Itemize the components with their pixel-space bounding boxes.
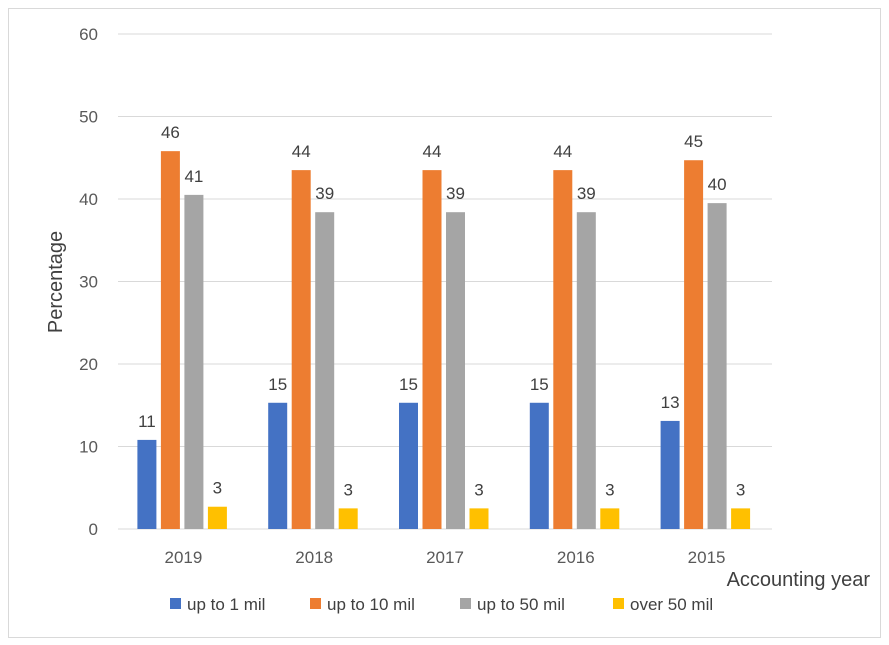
data-label: 3	[736, 480, 745, 499]
legend-label: up to 50 mil	[477, 595, 565, 614]
y-tick-label: 50	[79, 108, 98, 127]
bar	[268, 402, 288, 529]
bar	[160, 151, 180, 529]
x-tick-label: 2017	[426, 548, 464, 567]
bar	[315, 212, 335, 529]
bar	[207, 506, 227, 529]
y-tick-label: 60	[79, 25, 98, 44]
x-tick-label: 2016	[557, 548, 595, 567]
y-tick-label: 20	[79, 355, 98, 374]
x-tick-label: 2015	[688, 548, 726, 567]
bar	[684, 160, 704, 529]
data-label: 3	[343, 480, 352, 499]
legend-swatch	[613, 598, 624, 609]
bar	[731, 508, 751, 529]
bar	[184, 194, 204, 529]
data-label: 44	[553, 142, 572, 161]
bar	[399, 402, 418, 529]
bar	[600, 508, 620, 529]
legend-label: over 50 mil	[630, 595, 713, 614]
legend-label: up to 1 mil	[187, 595, 265, 614]
data-label: 41	[184, 167, 203, 186]
y-tick-label: 30	[79, 273, 98, 292]
data-label: 44	[423, 142, 442, 161]
data-label: 15	[530, 375, 549, 394]
legend-swatch	[310, 598, 321, 609]
data-label: 15	[268, 375, 287, 394]
y-axis-title: Percentage	[45, 231, 67, 333]
bar	[469, 508, 489, 529]
data-label: 46	[161, 123, 180, 142]
data-label: 44	[292, 142, 311, 161]
legend-swatch	[170, 598, 181, 609]
bar	[576, 212, 596, 529]
legend-label: up to 10 mil	[327, 595, 415, 614]
bar	[529, 402, 549, 529]
data-label: 39	[315, 184, 334, 203]
bar	[291, 170, 311, 529]
data-label: 45	[684, 132, 703, 151]
data-label: 40	[708, 175, 727, 194]
y-tick-label: 10	[79, 438, 98, 457]
data-label: 39	[577, 184, 596, 203]
data-label: 15	[399, 375, 418, 394]
data-label: 3	[605, 480, 614, 499]
bar	[660, 420, 680, 529]
bar	[338, 508, 358, 529]
y-tick-label: 40	[79, 190, 98, 209]
x-axis-title: Accounting year	[727, 569, 871, 591]
x-tick-label: 2019	[164, 548, 202, 567]
chart-frame	[8, 8, 881, 638]
data-label: 13	[661, 393, 680, 412]
legend-swatch	[460, 598, 471, 609]
bar	[707, 203, 727, 529]
y-tick-label: 0	[89, 520, 98, 539]
bar	[446, 212, 465, 529]
data-label: 3	[213, 479, 222, 498]
bar	[137, 439, 157, 529]
bar	[553, 170, 573, 529]
data-label: 3	[474, 480, 483, 499]
x-tick-label: 2018	[295, 548, 333, 567]
data-label: 11	[138, 412, 156, 431]
bar	[422, 170, 442, 529]
data-label: 39	[446, 184, 465, 203]
